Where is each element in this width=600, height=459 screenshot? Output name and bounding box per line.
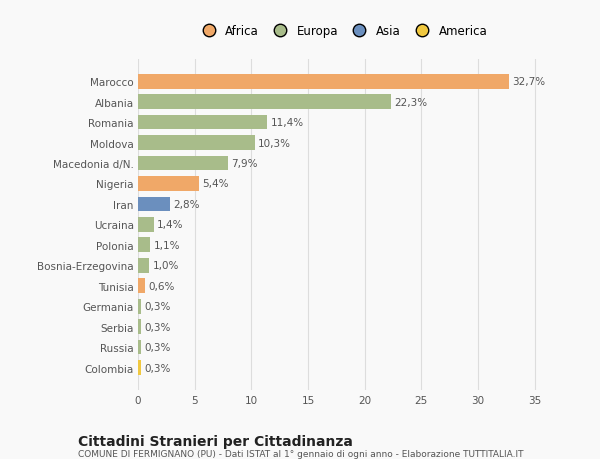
Bar [138,75,509,90]
Text: Cittadini Stranieri per Cittadinanza: Cittadini Stranieri per Cittadinanza [78,434,353,448]
Text: 0,6%: 0,6% [148,281,175,291]
Text: 7,9%: 7,9% [231,159,257,168]
Bar [138,116,267,130]
Text: 5,4%: 5,4% [203,179,229,189]
Bar [138,218,154,232]
Bar [138,319,142,334]
Text: 2,8%: 2,8% [173,200,200,209]
Text: 32,7%: 32,7% [512,77,545,87]
Text: 11,4%: 11,4% [271,118,304,128]
Legend: Africa, Europa, Asia, America: Africa, Europa, Asia, America [194,22,490,40]
Bar [138,238,151,252]
Bar [138,157,227,171]
Bar [138,340,142,355]
Bar [138,95,391,110]
Bar [138,136,255,151]
Text: COMUNE DI FERMIGNANO (PU) - Dati ISTAT al 1° gennaio di ogni anno - Elaborazione: COMUNE DI FERMIGNANO (PU) - Dati ISTAT a… [78,449,523,458]
Text: 1,0%: 1,0% [153,261,179,271]
Bar [138,299,142,314]
Bar [138,279,145,293]
Text: 0,3%: 0,3% [145,302,171,312]
Bar [138,197,170,212]
Bar [138,360,142,375]
Bar [138,258,149,273]
Text: 10,3%: 10,3% [258,138,291,148]
Text: 0,3%: 0,3% [145,363,171,373]
Text: 0,3%: 0,3% [145,322,171,332]
Text: 22,3%: 22,3% [394,97,427,107]
Text: 1,4%: 1,4% [157,220,184,230]
Text: 1,1%: 1,1% [154,241,181,250]
Text: 0,3%: 0,3% [145,342,171,353]
Bar [138,177,199,191]
